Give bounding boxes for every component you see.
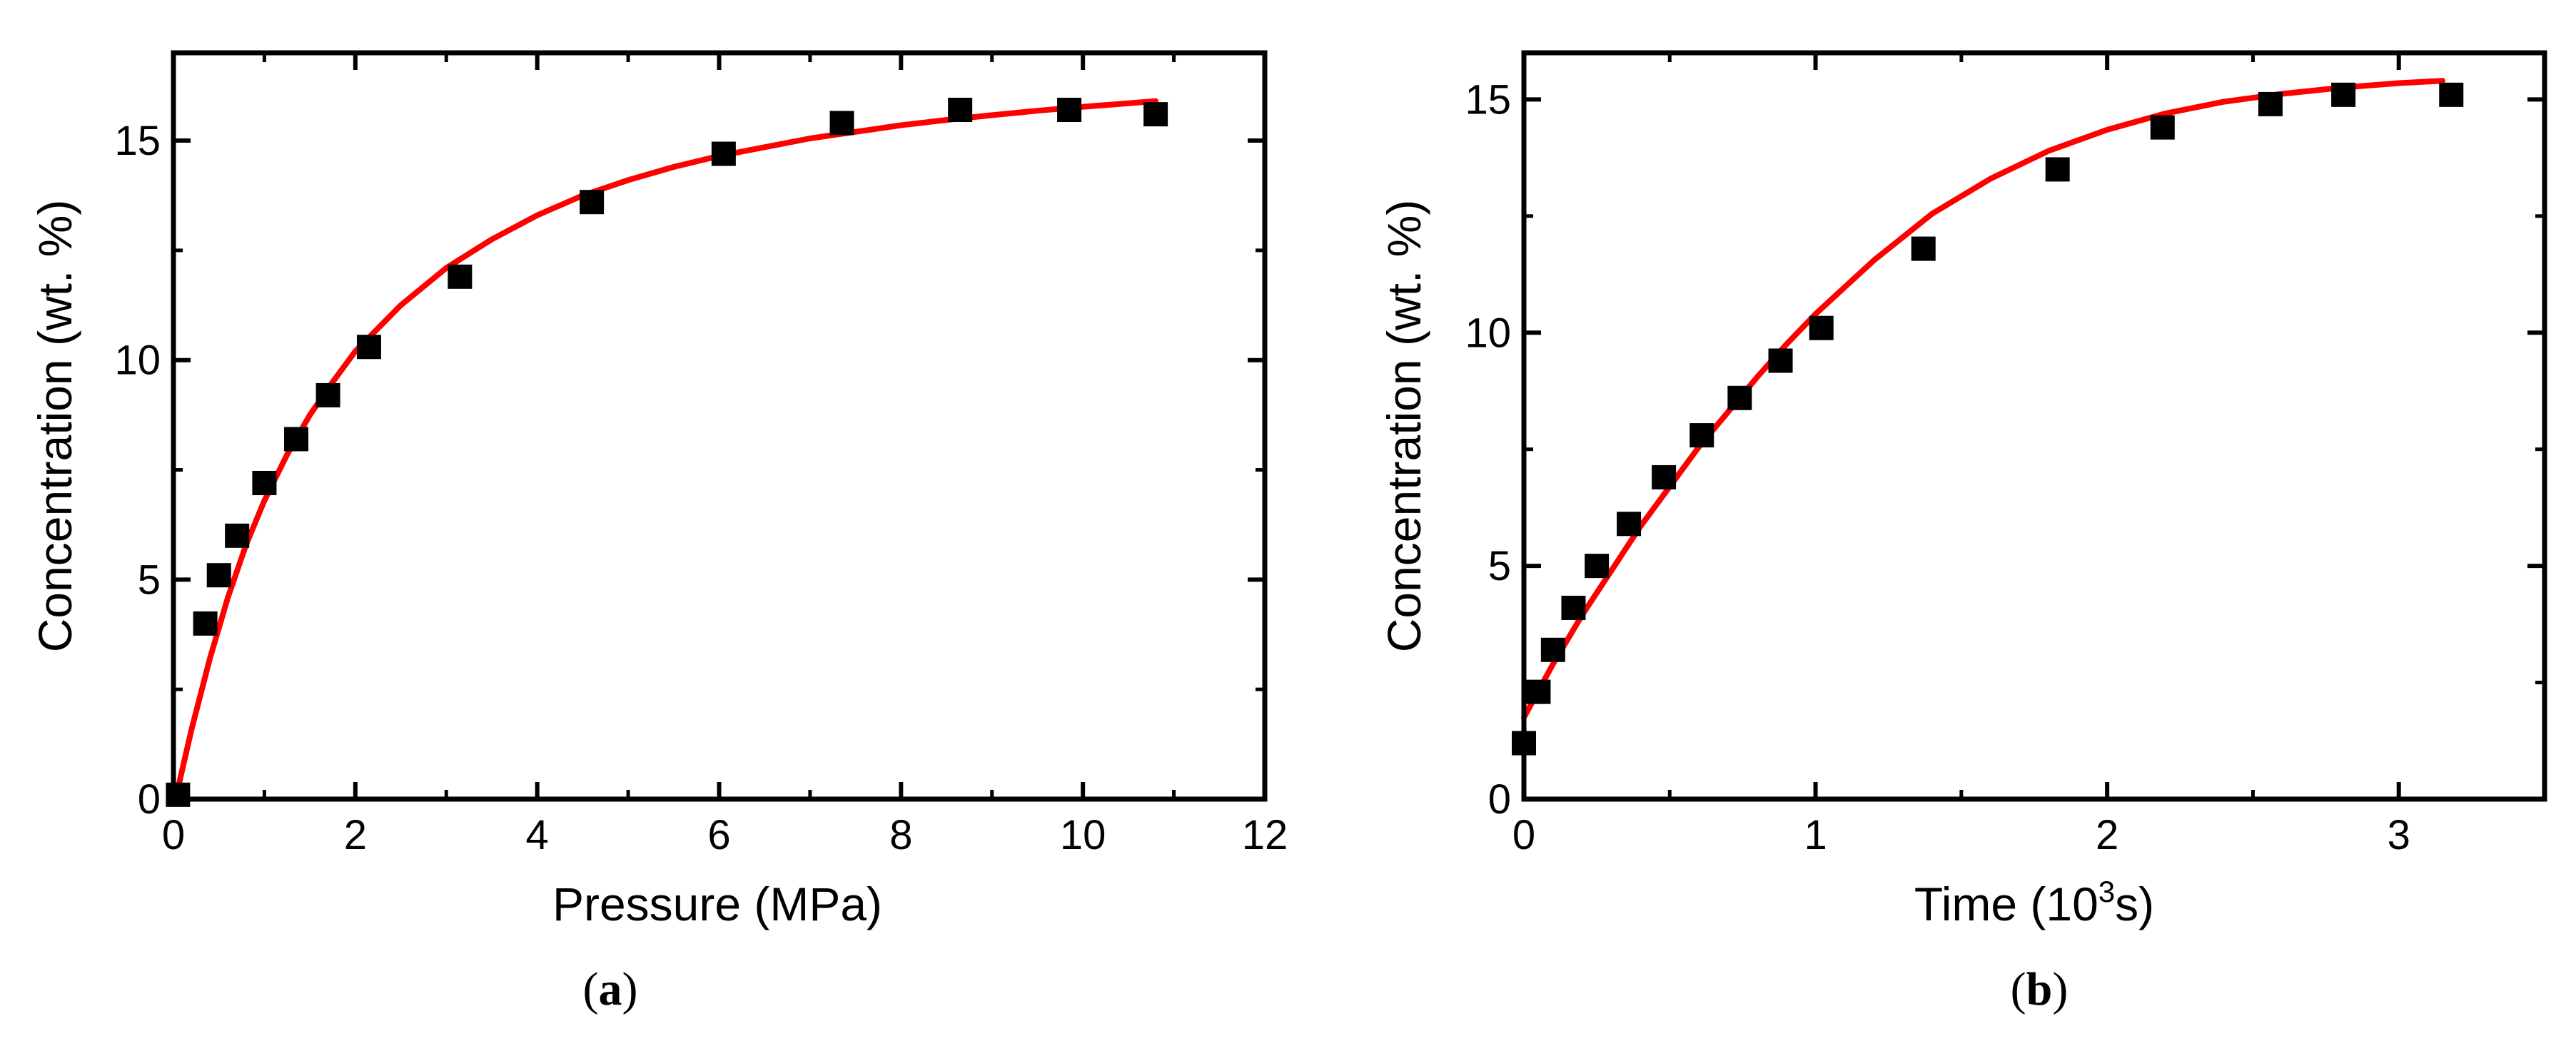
- panel-a-data-point: [1057, 97, 1082, 122]
- panel-b-x-tick-label: 2: [2096, 812, 2118, 858]
- panel-a-x-tick-label: 10: [1060, 812, 1106, 858]
- panel-a-y-tick-label: 15: [114, 118, 161, 164]
- panel-b-x-tick-label: 0: [1512, 812, 1535, 858]
- panel-b-x-axis-title-suffix: s): [2115, 878, 2154, 930]
- panel-a-data-point: [225, 523, 250, 548]
- panel-a-caption-letter: a: [599, 963, 622, 1015]
- panel-b-caption: (b): [2011, 963, 2069, 1015]
- panel-a-data-point: [193, 611, 218, 636]
- panel-a-y-tick-label: 5: [138, 557, 161, 603]
- panel-b-data-point: [2258, 91, 2283, 116]
- panel-b-caption-letter: b: [2026, 963, 2053, 1015]
- panel-b-x-tick-label: 1: [1804, 812, 1827, 858]
- panel-a-data-point: [252, 470, 277, 495]
- panel-a-data-point: [315, 382, 340, 407]
- panel-a-fit-line: [175, 98, 1159, 791]
- panel-a-x-tick-label: 0: [162, 812, 185, 858]
- panel-b-fit-line: [1521, 78, 2445, 721]
- panel-a-x-tick-label: 6: [707, 812, 730, 858]
- panel-b-y-axis-title: Concentration (wt. %): [1378, 200, 1430, 653]
- panel-a-x-tick-label: 12: [1242, 812, 1288, 858]
- panel-b-plot-frame: [1521, 50, 2547, 802]
- panel-a-x-axis-title: Pressure (MPa): [552, 878, 882, 930]
- panel-b-data-point: [2045, 157, 2070, 182]
- panel-a-data-point: [1143, 102, 1168, 127]
- panel-a-x-tick-label: 4: [526, 812, 549, 858]
- panel-b-x-axis-title-superscript: 3: [2098, 875, 2115, 908]
- panel-b-x-axis-title-main: Time (10: [1914, 878, 2098, 930]
- panel-b-x-axis-title: Time (103s): [1914, 875, 2154, 930]
- panel-a-plot: [166, 97, 1168, 807]
- panel-b-data-point: [2331, 82, 2356, 107]
- panel-b-data-point: [1689, 423, 1714, 448]
- panel-a: 0 2 4 6 8 10 12 0 5 10 15 Pressure (MPa) Concentra…: [29, 50, 1288, 1015]
- panel-a-data-point: [206, 563, 231, 588]
- panel-a-data-point: [166, 782, 191, 807]
- panel-a-caption: (a): [583, 963, 638, 1015]
- panel-a-ticks: 0 2 4 6 8 10 12 0 5 10 15: [114, 53, 1288, 858]
- panel-a-data-point: [948, 97, 973, 122]
- panel-a-x-tick-label: 8: [889, 812, 912, 858]
- panel-a-data-point: [711, 141, 736, 166]
- panel-a-y-tick-label: 10: [114, 337, 161, 384]
- panel-b-data-point: [1585, 554, 1610, 579]
- panel-a-data-point: [284, 427, 309, 452]
- panel-b-ticks: 0 1 2 3 0 5 10 15: [1465, 53, 2545, 858]
- panel-b-data-point: [1617, 512, 1642, 537]
- panel-b-y-tick-label: 5: [1488, 543, 1511, 589]
- panel-b-data-point: [1911, 236, 1936, 261]
- panel-b-data-point: [1809, 315, 1834, 340]
- panel-a-data-point: [448, 264, 473, 289]
- panel-b-plot: [1512, 78, 2464, 756]
- panel-b-data-point: [1727, 385, 1752, 410]
- panel-b-data-point: [1561, 595, 1586, 620]
- panel-b-data-point: [1652, 464, 1677, 489]
- panel-a-y-tick-label: 0: [138, 776, 161, 823]
- panel-b-data-point: [1540, 637, 1565, 662]
- panel-b-x-tick-label: 3: [2388, 812, 2410, 858]
- panel-b-data-point: [2439, 82, 2464, 107]
- panel-b-y-tick-label: 0: [1488, 776, 1511, 823]
- panel-a-x-tick-label: 2: [344, 812, 367, 858]
- panel-a-data-point: [580, 190, 605, 215]
- panel-b-y-tick-label: 10: [1465, 310, 1511, 356]
- panel-a-data-point: [356, 335, 381, 360]
- panel-a-data-point: [829, 111, 854, 136]
- panel-b-y-tick-label: 15: [1465, 76, 1511, 123]
- panel-b-data-point: [1768, 348, 1793, 373]
- panel-b-data-point: [2150, 115, 2175, 140]
- panel-a-y-axis-title: Concentration (wt. %): [29, 200, 81, 653]
